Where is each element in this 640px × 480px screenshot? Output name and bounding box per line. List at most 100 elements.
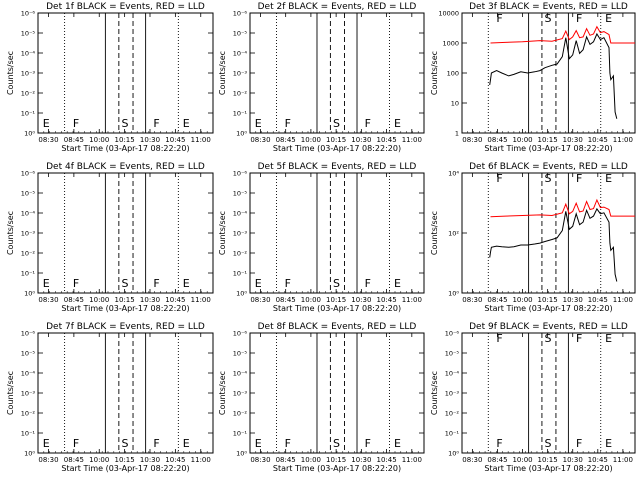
segment-marker-label: F [576,437,582,450]
x-axis-label: Start Time (03-Apr-17 08:22:20) [484,464,612,473]
y-tick-label: 10⁻⁵ [445,350,460,358]
segment-marker-label: F [153,437,159,450]
x-axis-label: Start Time (03-Apr-17 08:22:20) [273,144,401,153]
x-tick-label: 10:15 [115,136,135,144]
y-tick-label: 10⁻³ [445,390,460,398]
segment-marker-label: F [365,437,371,450]
x-tick-label: 10:00 [301,296,321,304]
y-tick-label: 10⁻⁶ [445,330,460,338]
y-tick-label: 10⁻² [233,90,248,98]
y-tick-label: 10⁻² [233,250,248,258]
y-axis-label: Counts/sec [6,51,15,95]
segment-marker-label: E [605,12,612,25]
chart-panel-1: Det 1f BLACK = Events, RED = LLD 08:30 08:… [6,2,214,153]
segment-marker-label: S [122,437,129,450]
x-axis-label: Start Time (03-Apr-17 08:22:20) [61,144,189,153]
x-tick-label: 10:45 [376,456,396,464]
x-tick-label: 10:30 [563,456,583,464]
y-tick-label: 10² [448,230,459,238]
segment-marker-label: S [333,437,340,450]
x-tick-label: 08:45 [276,296,296,304]
chart-panel-8: Det 8f BLACK = Events, RED = LLD 08:30 08:… [218,322,425,473]
x-tick-label: 08:30 [462,136,482,144]
y-tick-label: 10⁻⁵ [233,30,248,38]
y-tick-label: 10⁻⁴ [21,370,36,378]
x-tick-label: 10:15 [115,296,135,304]
x-tick-label: 08:45 [487,136,507,144]
segment-marker-label: E [255,277,262,290]
events-series-line [489,207,618,282]
y-tick-label: 10⁻² [21,410,36,418]
segment-marker-label: E [255,437,262,450]
y-tick-label: 10⁻⁴ [21,210,36,218]
x-tick-label: 08:30 [462,296,482,304]
segment-marker-label: E [394,117,401,130]
y-tick-label: 10⁻¹ [445,430,460,438]
y-tick-label: 10⁰ [236,130,247,138]
x-tick-label: 11:00 [402,136,422,144]
x-tick-label: 10:45 [588,296,608,304]
x-tick-label: 08:45 [276,136,296,144]
segment-marker-label: F [496,172,502,185]
y-tick-label: 10⁻⁴ [445,370,460,378]
segment-marker-label: F [365,277,371,290]
x-tick-label: 08:45 [276,456,296,464]
chart-panel-3: Det 3f BLACK = Events, RED = LLD 08:30 08:… [430,2,636,153]
y-tick-label: 10⁻¹ [233,110,248,118]
y-tick-label: 10⁻¹ [21,270,36,278]
x-tick-label: 08:30 [250,296,270,304]
chart-panel-6: Det 6f BLACK = Events, RED = LLD 08:30 08:… [430,162,636,313]
segment-marker-label: F [153,277,159,290]
x-tick-label: 10:15 [115,456,135,464]
segment-marker-label: E [183,437,190,450]
x-tick-label: 10:30 [140,136,160,144]
x-axis-label: Start Time (03-Apr-17 08:22:20) [273,464,401,473]
x-tick-label: 10:30 [140,456,160,464]
lld-series-line [490,198,635,218]
y-axis-label: Counts/sec [6,211,15,255]
y-tick-label: 10⁰ [24,450,35,458]
x-axis-label: Start Time (03-Apr-17 08:22:20) [61,304,189,313]
x-axis-label: Start Time (03-Apr-17 08:22:20) [61,464,189,473]
y-tick-label: 10⁻² [21,250,36,258]
segment-marker-label: S [333,117,340,130]
x-tick-label: 10:00 [512,456,532,464]
x-tick-label: 10:45 [165,136,185,144]
segment-marker-label: S [545,12,552,25]
y-tick-label: 10⁻⁶ [21,170,36,178]
segment-marker-label: F [285,277,291,290]
y-tick-label: 10⁰ [448,450,459,458]
x-tick-label: 11:00 [402,296,422,304]
x-tick-label: 10:00 [89,456,109,464]
segment-marker-label: E [255,117,262,130]
y-tick-label: 10⁻³ [21,230,36,238]
y-tick-label: 10⁻² [21,90,36,98]
x-tick-label: 08:30 [38,456,58,464]
y-tick-label: 10⁻¹ [21,430,36,438]
x-tick-label: 11:00 [613,136,633,144]
y-tick-label: 10⁻⁶ [21,330,36,338]
segment-marker-label: E [43,437,50,450]
y-axis-label: Counts/sec [218,51,227,95]
y-tick-label: 10⁰ [236,450,247,458]
x-tick-label: 08:30 [250,456,270,464]
segment-marker-label: F [73,277,79,290]
y-tick-label: 10⁻³ [233,70,248,78]
y-tick-label: 10⁻⁶ [233,10,248,18]
x-tick-label: 10:15 [538,456,558,464]
segment-marker-label: F [285,437,291,450]
segment-marker-label: F [576,332,582,345]
x-tick-label: 10:15 [326,136,346,144]
y-tick-label: 100 [447,70,459,78]
x-tick-label: 10:00 [512,136,532,144]
x-tick-label: 10:15 [326,456,346,464]
x-tick-label: 10:45 [376,136,396,144]
events-series-line [489,32,618,119]
x-tick-label: 10:45 [588,456,608,464]
x-tick-label: 10:00 [301,456,321,464]
y-tick-label: 10⁻⁵ [21,30,36,38]
y-tick-label: 10⁻⁵ [21,190,36,198]
segment-marker-label: F [496,12,502,25]
y-tick-label: 10⁻⁴ [233,370,248,378]
